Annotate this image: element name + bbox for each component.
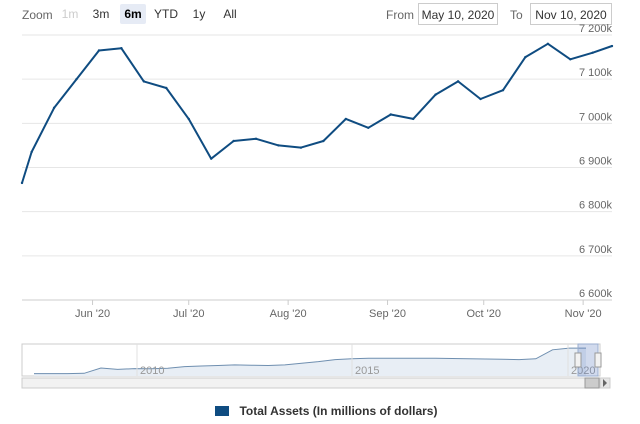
zoom-ytd-button[interactable]: YTD (154, 7, 178, 21)
data-point[interactable] (610, 44, 614, 48)
y-axis: 6 600k 6 700k 6 800k 6 900k 7 000k 7 100k 7 20… (579, 23, 613, 300)
data-point[interactable] (367, 126, 370, 129)
data-point[interactable] (299, 146, 303, 149)
data-point[interactable] (524, 55, 527, 59)
zoom-1m-button[interactable]: 1m (61, 7, 79, 21)
zoom-all-button[interactable]: All (223, 7, 237, 21)
legend-label: Total Assets (In millions of dollars) (239, 403, 438, 418)
range-toolbar: Zoom 1m 3m 6m YTD 1y All From May 10, 20… (0, 0, 640, 30)
y-tick-label: 7 100k (579, 67, 613, 79)
data-point[interactable] (546, 42, 550, 46)
series-line (21, 42, 613, 184)
y-tick-label: 6 800k (579, 200, 613, 212)
y-tick-label: 6 700k (579, 244, 613, 256)
navigator-handle[interactable] (594, 352, 602, 368)
data-point[interactable] (20, 181, 24, 185)
zoom-6m-button[interactable]: 6m (120, 4, 146, 24)
scroll-right-arrow-icon (603, 379, 607, 387)
to-date-input[interactable]: Nov 10, 2020 (530, 3, 612, 25)
x-tick-label: Jun '20 (75, 308, 110, 320)
navigator-tick-label: 2010 (140, 365, 164, 377)
y-tick-label: 7 000k (579, 111, 613, 123)
from-date-input[interactable]: May 10, 2020 (418, 3, 498, 25)
navigator-tick-label: 2020 (571, 365, 595, 377)
navigator-scrollbar-track[interactable] (21, 377, 611, 389)
zoom-1y-button[interactable]: 1y (192, 7, 206, 21)
data-point[interactable] (389, 113, 392, 116)
data-point[interactable] (591, 51, 594, 54)
navigator-handle[interactable] (574, 352, 582, 368)
y-tick-label: 7 200k (579, 23, 613, 35)
x-tick-label: Jul '20 (173, 308, 204, 320)
data-point[interactable] (165, 86, 168, 90)
series-layer (20, 42, 614, 185)
data-point[interactable] (120, 47, 123, 50)
data-point[interactable] (30, 150, 33, 154)
x-axis: Jun '20 Jul '20 Aug '20 Sep '20 Oct '20 Nov '… (22, 299, 612, 320)
y-tick-label: 6 900k (579, 156, 613, 168)
data-point[interactable] (434, 93, 437, 96)
data-point[interactable] (142, 80, 146, 83)
navigator-line (34, 347, 586, 375)
line-chart: Jun '20 Jul '20 Aug '20 Sep '20 Oct '20 Nov '… (20, 23, 614, 389)
from-label: From (386, 8, 414, 22)
y-tick-label: 6 600k (579, 288, 613, 300)
data-point[interactable] (322, 139, 325, 143)
data-point[interactable] (456, 80, 460, 83)
x-tick-label: Oct '20 (466, 308, 501, 320)
navigator-area (34, 348, 586, 376)
to-label: To (510, 8, 523, 22)
zoom-label: Zoom (22, 8, 53, 22)
data-point[interactable] (254, 137, 258, 140)
data-point[interactable] (209, 157, 213, 160)
data-point[interactable] (97, 49, 101, 52)
navigator[interactable]: 2010 2015 2020 (21, 343, 611, 389)
x-tick-label: Nov '20 (565, 308, 602, 320)
legend-swatch (215, 405, 229, 416)
x-tick-label: Sep '20 (369, 308, 406, 320)
data-point[interactable] (411, 117, 415, 121)
data-point[interactable] (52, 106, 56, 110)
legend[interactable]: Total Assets (In millions of dollars) (215, 402, 437, 418)
data-point[interactable] (479, 97, 482, 101)
data-point[interactable] (501, 89, 505, 92)
zoom-3m-button[interactable]: 3m (92, 7, 110, 21)
grid-layer (22, 34, 612, 301)
data-point[interactable] (277, 144, 280, 147)
x-tick-label: Aug '20 (270, 308, 307, 320)
data-point[interactable] (187, 117, 190, 121)
navigator-tick-label: 2015 (355, 365, 379, 377)
data-point[interactable] (344, 117, 348, 121)
navigator-scrollbar-thumb[interactable] (584, 377, 600, 389)
data-point[interactable] (232, 139, 235, 143)
data-point[interactable] (569, 58, 572, 61)
data-point[interactable] (75, 77, 78, 81)
